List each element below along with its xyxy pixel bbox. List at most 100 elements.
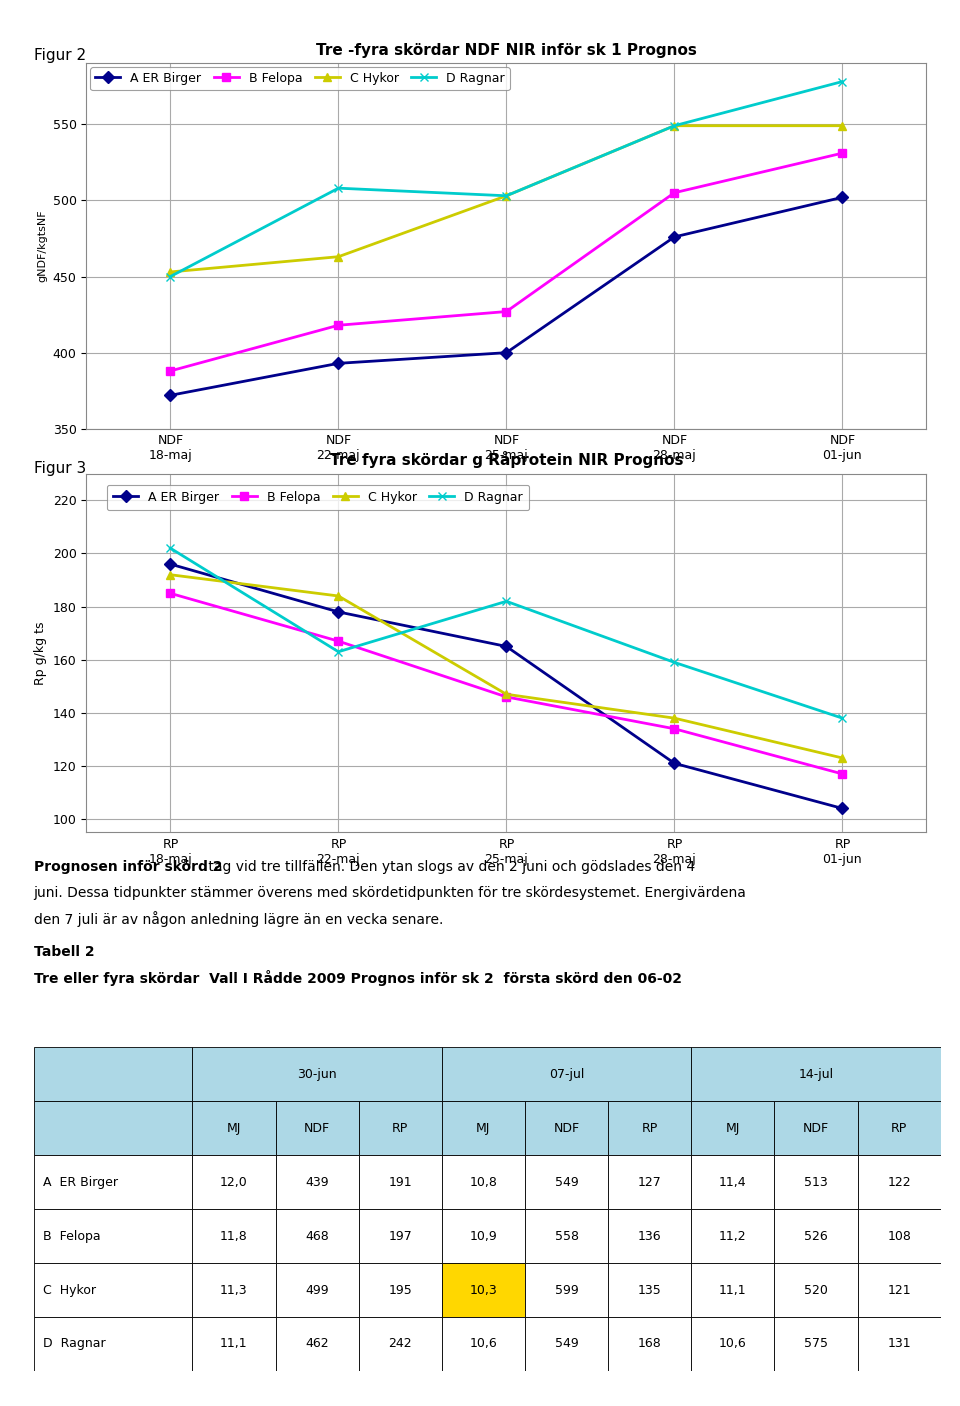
Text: 11,2: 11,2 [719,1230,747,1243]
Text: 136: 136 [638,1230,661,1243]
Legend: A ER Birger, B Felopa, C Hykor, D Ragnar: A ER Birger, B Felopa, C Hykor, D Ragnar [107,485,529,510]
Text: MJ: MJ [227,1122,241,1135]
Text: Figur 3: Figur 3 [34,461,85,477]
Text: C  Hykor: C Hykor [42,1284,96,1296]
FancyBboxPatch shape [192,1209,276,1263]
FancyBboxPatch shape [609,1156,691,1209]
FancyBboxPatch shape [609,1263,691,1317]
Text: 10,6: 10,6 [469,1337,497,1350]
Text: 12,0: 12,0 [220,1175,248,1188]
FancyBboxPatch shape [691,1156,775,1209]
FancyBboxPatch shape [442,1317,525,1371]
Text: 30-jun: 30-jun [298,1069,337,1081]
FancyBboxPatch shape [192,1263,276,1317]
Text: A  ER Birger: A ER Birger [42,1175,118,1188]
FancyBboxPatch shape [525,1263,609,1317]
FancyBboxPatch shape [34,1317,192,1371]
FancyBboxPatch shape [192,1101,276,1156]
FancyBboxPatch shape [525,1317,609,1371]
Text: 168: 168 [637,1337,661,1350]
FancyBboxPatch shape [691,1263,775,1317]
FancyBboxPatch shape [34,1209,192,1263]
FancyBboxPatch shape [359,1209,442,1263]
FancyBboxPatch shape [359,1263,442,1317]
Text: 191: 191 [389,1175,412,1188]
FancyBboxPatch shape [276,1156,359,1209]
FancyBboxPatch shape [192,1047,442,1101]
FancyBboxPatch shape [442,1156,525,1209]
FancyBboxPatch shape [857,1317,941,1371]
Text: RP: RP [392,1122,408,1135]
FancyBboxPatch shape [192,1317,276,1371]
Text: Prognosen inför skörd 2: Prognosen inför skörd 2 [34,860,222,875]
FancyBboxPatch shape [857,1101,941,1156]
Text: 11,1: 11,1 [719,1284,747,1296]
FancyBboxPatch shape [34,1156,192,1209]
FancyBboxPatch shape [34,1047,192,1101]
Text: RP: RP [641,1122,658,1135]
Text: 135: 135 [637,1284,661,1296]
FancyBboxPatch shape [359,1101,442,1156]
Text: 549: 549 [555,1337,579,1350]
Text: 121: 121 [887,1284,911,1296]
FancyBboxPatch shape [609,1209,691,1263]
Text: 242: 242 [389,1337,412,1350]
Text: 195: 195 [389,1284,412,1296]
Text: 122: 122 [887,1175,911,1188]
Text: juni. Dessa tidpunkter stämmer överens med skördetidpunkten för tre skördesystem: juni. Dessa tidpunkter stämmer överens m… [34,886,747,900]
FancyBboxPatch shape [691,1317,775,1371]
FancyBboxPatch shape [276,1209,359,1263]
Text: 11,1: 11,1 [220,1337,248,1350]
Text: 549: 549 [555,1175,579,1188]
FancyBboxPatch shape [442,1209,525,1263]
Text: 599: 599 [555,1284,579,1296]
Text: NDF: NDF [304,1122,330,1135]
Text: 197: 197 [389,1230,412,1243]
FancyBboxPatch shape [857,1209,941,1263]
FancyBboxPatch shape [276,1317,359,1371]
FancyBboxPatch shape [775,1156,857,1209]
FancyBboxPatch shape [691,1101,775,1156]
FancyBboxPatch shape [192,1156,276,1209]
FancyBboxPatch shape [775,1209,857,1263]
FancyBboxPatch shape [857,1156,941,1209]
Text: 520: 520 [804,1284,828,1296]
FancyBboxPatch shape [775,1263,857,1317]
Text: 10,8: 10,8 [469,1175,497,1188]
FancyBboxPatch shape [609,1317,691,1371]
Text: NDF: NDF [554,1122,580,1135]
FancyBboxPatch shape [609,1101,691,1156]
Legend: A ER Birger, B Felopa, C Hykor, D Ragnar: A ER Birger, B Felopa, C Hykor, D Ragnar [90,67,510,90]
FancyBboxPatch shape [775,1317,857,1371]
Text: 10,6: 10,6 [719,1337,747,1350]
FancyBboxPatch shape [691,1047,941,1101]
FancyBboxPatch shape [34,1263,192,1317]
Text: D  Ragnar: D Ragnar [42,1337,106,1350]
Text: RP: RP [891,1122,907,1135]
Y-axis label: Rp g/kg ts: Rp g/kg ts [35,621,47,685]
Text: 575: 575 [804,1337,828,1350]
Text: 131: 131 [887,1337,911,1350]
Text: den 7 juli är av någon anledning lägre än en vecka senare.: den 7 juli är av någon anledning lägre ä… [34,911,443,927]
Text: 108: 108 [887,1230,911,1243]
Text: 11,4: 11,4 [719,1175,747,1188]
Text: 513: 513 [804,1175,828,1188]
FancyBboxPatch shape [442,1263,525,1317]
Text: Tabell 2: Tabell 2 [34,945,94,959]
FancyBboxPatch shape [525,1209,609,1263]
Text: 462: 462 [305,1337,329,1350]
FancyBboxPatch shape [775,1101,857,1156]
Text: 558: 558 [555,1230,579,1243]
Text: B  Felopa: B Felopa [42,1230,100,1243]
Text: 499: 499 [305,1284,329,1296]
Text: tag vid tre tillfällen. Den ytan slogs av den 2 juni och gödslades den 4: tag vid tre tillfällen. Den ytan slogs a… [204,860,696,875]
FancyBboxPatch shape [691,1209,775,1263]
FancyBboxPatch shape [857,1263,941,1317]
Text: 10,3: 10,3 [469,1284,497,1296]
Text: 11,8: 11,8 [220,1230,248,1243]
FancyBboxPatch shape [276,1263,359,1317]
Text: 468: 468 [305,1230,329,1243]
Text: Figur 2: Figur 2 [34,48,85,63]
Text: MJ: MJ [476,1122,491,1135]
Text: 439: 439 [305,1175,329,1188]
